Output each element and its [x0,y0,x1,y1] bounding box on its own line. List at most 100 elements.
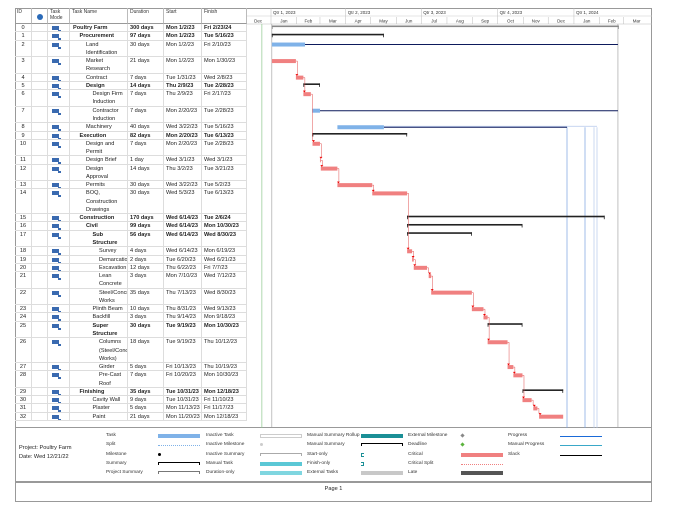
task-mode-cell[interactable] [48,272,70,288]
task-mode-cell[interactable] [48,32,70,40]
task-name[interactable]: Design Brief [70,156,128,164]
task-duration[interactable]: 10 days [128,305,164,313]
task-mode-cell[interactable] [48,139,70,156]
task-duration[interactable]: 300 days [128,24,164,32]
task-duration[interactable]: 21 days [128,412,164,420]
task-name[interactable]: Civil [70,222,128,230]
task-finish[interactable]: Thu 10/19/23 [202,363,247,371]
task-finish[interactable]: Mon 10/30/23 [202,222,247,230]
col-header-finish[interactable]: Finish [202,8,247,24]
task-name[interactable]: Design Firm Induction [70,90,128,106]
task-name[interactable]: Backfill [70,313,128,321]
task-duration[interactable]: 18 days [128,338,164,363]
task-name[interactable]: Finishing [70,387,128,396]
task-name[interactable]: Design [70,81,128,90]
task-finish[interactable]: Mon 10/30/23 [202,321,247,338]
task-finish[interactable]: Fri 2/23/24 [202,24,247,32]
task-name[interactable]: Machinery [70,123,128,131]
task-start[interactable]: Thu 7/13/23 [164,288,202,305]
table-row[interactable]: 2 Land Identification 30 days Mon 1/2/23… [15,40,247,58]
task-name[interactable]: Plinth Beam [70,305,128,313]
task-name[interactable]: Design Approval [70,164,128,181]
task-mode-cell[interactable] [48,371,70,387]
task-name[interactable]: Steel/Concrete Works [70,288,128,305]
task-mode-cell[interactable] [48,222,70,230]
task-duration[interactable]: 35 days [128,387,164,396]
task-name[interactable]: Construction [70,214,128,222]
task-name[interactable]: Paint [70,412,128,420]
task-finish[interactable]: Tue 5/16/23 [202,123,247,131]
task-duration[interactable]: 3 days [128,313,164,321]
task-mode-cell[interactable] [48,131,70,139]
task-duration[interactable]: 170 days [128,214,164,222]
task-start[interactable]: Mon 1/2/23 [164,32,202,40]
task-name[interactable]: Excavation [70,263,128,272]
table-row[interactable]: 5 Design 14 days Thu 2/9/23 Tue 2/28/23 [15,81,247,91]
task-mode-cell[interactable] [48,73,70,81]
task-duration[interactable]: 30 days [128,189,164,214]
task-start[interactable]: Tue 10/31/23 [164,396,202,404]
task-name[interactable]: Procurement [70,32,128,40]
task-finish[interactable]: Tue 5/2/23 [202,181,247,189]
task-start[interactable]: Wed 3/22/23 [164,181,202,189]
task-mode-cell[interactable] [48,230,70,247]
task-mode-cell[interactable] [48,164,70,181]
task-start[interactable]: Mon 11/20/23 [164,412,202,420]
task-start[interactable]: Wed 6/14/23 [164,247,202,255]
table-row[interactable]: 21 Lean Concrete 3 days Mon 7/10/23 Wed … [15,272,247,289]
task-duration[interactable]: 14 days [128,81,164,90]
task-duration[interactable]: 56 days [128,230,164,247]
task-mode-cell[interactable] [48,181,70,189]
table-row[interactable]: 17 Sub Structure 56 days Wed 6/14/23 Wed… [15,230,247,248]
table-row[interactable]: 14 BOQ, Construction Drawings 30 days We… [15,189,247,215]
task-start[interactable]: Wed 5/3/23 [164,189,202,214]
task-duration[interactable]: 82 days [128,131,164,139]
task-start[interactable]: Tue 6/20/23 [164,255,202,263]
task-mode-cell[interactable] [48,363,70,371]
task-start[interactable]: Tue 9/19/23 [164,321,202,338]
table-row[interactable]: 30 Cavity Wall 9 days Tue 10/31/23 Fri 1… [15,396,247,405]
task-start[interactable]: Wed 6/14/23 [164,214,202,222]
task-name[interactable]: Design and Permit [70,139,128,156]
table-row[interactable]: 16 Civil 99 days Wed 6/14/23 Mon 10/30/2… [15,222,247,231]
table-row[interactable]: 1 Procurement 97 days Mon 1/2/23 Tue 5/1… [15,32,247,41]
table-row[interactable]: 32 Paint 21 days Mon 11/20/23 Mon 12/18/… [15,412,247,421]
task-name[interactable]: Plaster [70,404,128,412]
task-finish[interactable]: Mon 9/18/23 [202,313,247,321]
task-finish[interactable]: Fri 7/7/23 [202,263,247,272]
task-finish[interactable]: Mon 6/19/23 [202,247,247,255]
task-duration[interactable]: 30 days [128,321,164,338]
table-row[interactable]: 15 Construction 170 days Wed 6/14/23 Tue… [15,214,247,223]
task-finish[interactable]: Mon 12/18/23 [202,387,247,396]
task-finish[interactable]: Wed 6/21/23 [202,255,247,263]
task-finish[interactable]: Tue 2/6/24 [202,214,247,222]
task-finish[interactable]: Tue 2/28/23 [202,139,247,156]
task-finish[interactable]: Fri 11/17/23 [202,404,247,412]
task-name[interactable]: Cavity Wall [70,396,128,404]
task-start[interactable]: Mon 1/2/23 [164,57,202,73]
task-finish[interactable]: Wed 8/30/23 [202,230,247,247]
task-name[interactable]: Sub Structure [70,230,128,247]
table-row[interactable]: 3 Market Research 21 days Mon 1/2/23 Mon… [15,57,247,74]
task-mode-cell[interactable] [48,263,70,272]
task-finish[interactable]: Fri 11/10/23 [202,396,247,404]
task-mode-cell[interactable] [48,321,70,338]
task-name[interactable]: Execution [70,131,128,139]
task-duration[interactable]: 97 days [128,32,164,40]
task-start[interactable]: Thu 3/2/23 [164,164,202,181]
task-finish[interactable]: Mon 10/30/23 [202,371,247,387]
task-start[interactable]: Wed 6/14/23 [164,222,202,230]
task-start[interactable]: Thu 6/22/23 [164,263,202,272]
task-finish[interactable]: Tue 3/21/23 [202,164,247,181]
task-mode-cell[interactable] [48,81,70,90]
task-duration[interactable]: 1 day [128,156,164,164]
task-name[interactable]: Land Identification [70,40,128,57]
task-finish[interactable]: Mon 12/18/23 [202,412,247,420]
task-finish[interactable]: Tue 6/13/23 [202,131,247,139]
task-mode-cell[interactable] [48,396,70,404]
task-start[interactable]: Thu 2/9/23 [164,90,202,106]
task-start[interactable]: Tue 9/19/23 [164,338,202,363]
task-mode-cell[interactable] [48,305,70,313]
task-start[interactable]: Mon 2/20/23 [164,139,202,156]
task-finish[interactable]: Wed 3/1/23 [202,156,247,164]
